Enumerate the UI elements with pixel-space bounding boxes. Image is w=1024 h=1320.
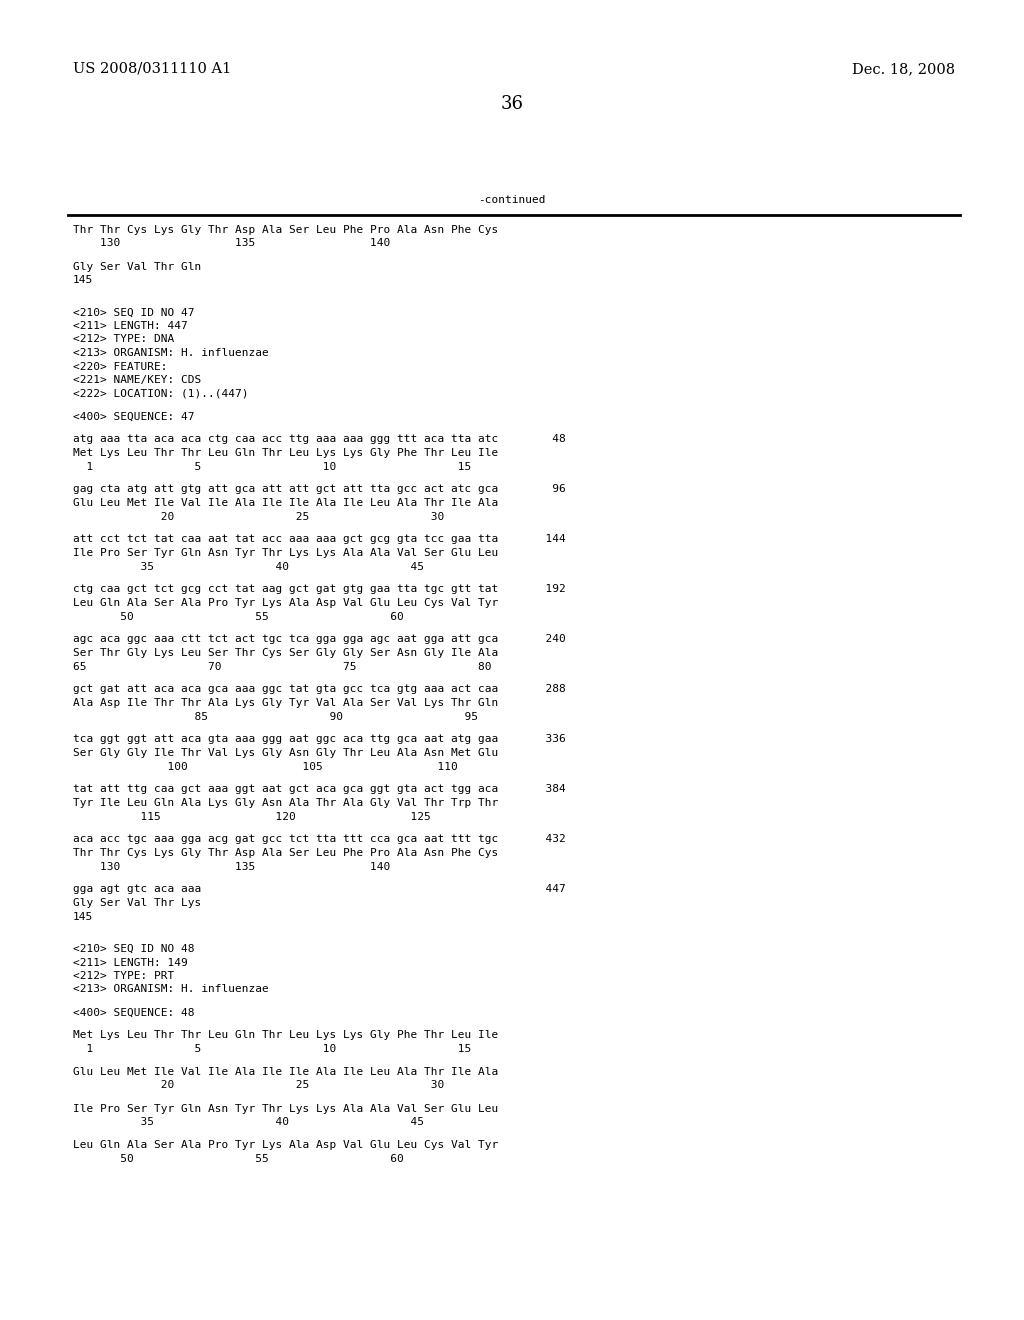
- Text: -continued: -continued: [478, 195, 546, 205]
- Text: Ile Pro Ser Tyr Gln Asn Tyr Thr Lys Lys Ala Ala Val Ser Glu Leu: Ile Pro Ser Tyr Gln Asn Tyr Thr Lys Lys …: [73, 1104, 499, 1114]
- Text: Ile Pro Ser Tyr Gln Asn Tyr Thr Lys Lys Ala Ala Val Ser Glu Leu: Ile Pro Ser Tyr Gln Asn Tyr Thr Lys Lys …: [73, 548, 499, 558]
- Text: 36: 36: [501, 95, 523, 114]
- Text: Thr Thr Cys Lys Gly Thr Asp Ala Ser Leu Phe Pro Ala Asn Phe Cys: Thr Thr Cys Lys Gly Thr Asp Ala Ser Leu …: [73, 224, 499, 235]
- Text: 85                  90                  95: 85 90 95: [73, 711, 478, 722]
- Text: <212> TYPE: PRT: <212> TYPE: PRT: [73, 972, 174, 981]
- Text: att cct tct tat caa aat tat acc aaa aaa gct gcg gta tcc gaa tta       144: att cct tct tat caa aat tat acc aaa aaa …: [73, 535, 565, 544]
- Text: Gly Ser Val Thr Gln: Gly Ser Val Thr Gln: [73, 261, 202, 272]
- Text: <400> SEQUENCE: 47: <400> SEQUENCE: 47: [73, 412, 195, 421]
- Text: 20                  25                  30: 20 25 30: [73, 511, 444, 521]
- Text: <400> SEQUENCE: 48: <400> SEQUENCE: 48: [73, 1007, 195, 1018]
- Text: tca ggt ggt att aca gta aaa ggg aat ggc aca ttg gca aat atg gaa       336: tca ggt ggt att aca gta aaa ggg aat ggc …: [73, 734, 565, 744]
- Text: 20                  25                  30: 20 25 30: [73, 1081, 444, 1090]
- Text: Met Lys Leu Thr Thr Leu Gln Thr Leu Lys Lys Gly Phe Thr Leu Ile: Met Lys Leu Thr Thr Leu Gln Thr Leu Lys …: [73, 447, 499, 458]
- Text: <212> TYPE: DNA: <212> TYPE: DNA: [73, 334, 174, 345]
- Text: <211> LENGTH: 149: <211> LENGTH: 149: [73, 957, 187, 968]
- Text: 50                  55                  60: 50 55 60: [73, 1154, 403, 1163]
- Text: 145: 145: [73, 912, 93, 921]
- Text: Leu Gln Ala Ser Ala Pro Tyr Lys Ala Asp Val Glu Leu Cys Val Tyr: Leu Gln Ala Ser Ala Pro Tyr Lys Ala Asp …: [73, 598, 499, 609]
- Text: Leu Gln Ala Ser Ala Pro Tyr Lys Ala Asp Val Glu Leu Cys Val Tyr: Leu Gln Ala Ser Ala Pro Tyr Lys Ala Asp …: [73, 1140, 499, 1150]
- Text: aca acc tgc aaa gga acg gat gcc tct tta ttt cca gca aat ttt tgc       432: aca acc tgc aaa gga acg gat gcc tct tta …: [73, 834, 565, 845]
- Text: Ser Gly Gly Ile Thr Val Lys Gly Asn Gly Thr Leu Ala Asn Met Glu: Ser Gly Gly Ile Thr Val Lys Gly Asn Gly …: [73, 748, 499, 758]
- Text: <210> SEQ ID NO 47: <210> SEQ ID NO 47: [73, 308, 195, 318]
- Text: 130                 135                 140: 130 135 140: [73, 239, 390, 248]
- Text: Ser Thr Gly Lys Leu Ser Thr Cys Ser Gly Gly Ser Asn Gly Ile Ala: Ser Thr Gly Lys Leu Ser Thr Cys Ser Gly …: [73, 648, 499, 657]
- Text: <213> ORGANISM: H. influenzae: <213> ORGANISM: H. influenzae: [73, 348, 268, 358]
- Text: 65                  70                  75                  80: 65 70 75 80: [73, 661, 492, 672]
- Text: 35                  40                  45: 35 40 45: [73, 1117, 424, 1127]
- Text: Glu Leu Met Ile Val Ile Ala Ile Ile Ala Ile Leu Ala Thr Ile Ala: Glu Leu Met Ile Val Ile Ala Ile Ile Ala …: [73, 1067, 499, 1077]
- Text: Met Lys Leu Thr Thr Leu Gln Thr Leu Lys Lys Gly Phe Thr Leu Ile: Met Lys Leu Thr Thr Leu Gln Thr Leu Lys …: [73, 1031, 499, 1040]
- Text: Tyr Ile Leu Gln Ala Lys Gly Asn Ala Thr Ala Gly Val Thr Trp Thr: Tyr Ile Leu Gln Ala Lys Gly Asn Ala Thr …: [73, 799, 499, 808]
- Text: gag cta atg att gtg att gca att att gct att tta gcc act atc gca        96: gag cta atg att gtg att gca att att gct …: [73, 484, 565, 495]
- Text: atg aaa tta aca aca ctg caa acc ttg aaa aaa ggg ttt aca tta atc        48: atg aaa tta aca aca ctg caa acc ttg aaa …: [73, 434, 565, 445]
- Text: ctg caa gct tct gcg cct tat aag gct gat gtg gaa tta tgc gtt tat       192: ctg caa gct tct gcg cct tat aag gct gat …: [73, 585, 565, 594]
- Text: 1               5                  10                  15: 1 5 10 15: [73, 462, 471, 471]
- Text: US 2008/0311110 A1: US 2008/0311110 A1: [73, 62, 231, 77]
- Text: gct gat att aca aca gca aaa ggc tat gta gcc tca gtg aaa act caa       288: gct gat att aca aca gca aaa ggc tat gta …: [73, 685, 565, 694]
- Text: <211> LENGTH: 447: <211> LENGTH: 447: [73, 321, 187, 331]
- Text: tat att ttg caa gct aaa ggt aat gct aca gca ggt gta act tgg aca       384: tat att ttg caa gct aaa ggt aat gct aca …: [73, 784, 565, 795]
- Text: <221> NAME/KEY: CDS: <221> NAME/KEY: CDS: [73, 375, 202, 385]
- Text: <222> LOCATION: (1)..(447): <222> LOCATION: (1)..(447): [73, 388, 249, 399]
- Text: Ala Asp Ile Thr Thr Ala Lys Gly Tyr Val Ala Ser Val Lys Thr Gln: Ala Asp Ile Thr Thr Ala Lys Gly Tyr Val …: [73, 698, 499, 708]
- Text: agc aca ggc aaa ctt tct act tgc tca gga gga agc aat gga att gca       240: agc aca ggc aaa ctt tct act tgc tca gga …: [73, 635, 565, 644]
- Text: 130                 135                 140: 130 135 140: [73, 862, 390, 871]
- Text: 115                 120                 125: 115 120 125: [73, 812, 431, 821]
- Text: 100                 105                 110: 100 105 110: [73, 762, 458, 771]
- Text: <213> ORGANISM: H. influenzae: <213> ORGANISM: H. influenzae: [73, 985, 268, 994]
- Text: 1               5                  10                  15: 1 5 10 15: [73, 1044, 471, 1053]
- Text: <220> FEATURE:: <220> FEATURE:: [73, 362, 168, 371]
- Text: 145: 145: [73, 275, 93, 285]
- Text: Thr Thr Cys Lys Gly Thr Asp Ala Ser Leu Phe Pro Ala Asn Phe Cys: Thr Thr Cys Lys Gly Thr Asp Ala Ser Leu …: [73, 847, 499, 858]
- Text: Glu Leu Met Ile Val Ile Ala Ile Ile Ala Ile Leu Ala Thr Ile Ala: Glu Leu Met Ile Val Ile Ala Ile Ile Ala …: [73, 498, 499, 508]
- Text: gga agt gtc aca aaa                                                   447: gga agt gtc aca aaa 447: [73, 884, 565, 895]
- Text: 50                  55                  60: 50 55 60: [73, 611, 403, 622]
- Text: Gly Ser Val Thr Lys: Gly Ser Val Thr Lys: [73, 898, 202, 908]
- Text: 35                  40                  45: 35 40 45: [73, 561, 424, 572]
- Text: <210> SEQ ID NO 48: <210> SEQ ID NO 48: [73, 944, 195, 954]
- Text: Dec. 18, 2008: Dec. 18, 2008: [852, 62, 955, 77]
